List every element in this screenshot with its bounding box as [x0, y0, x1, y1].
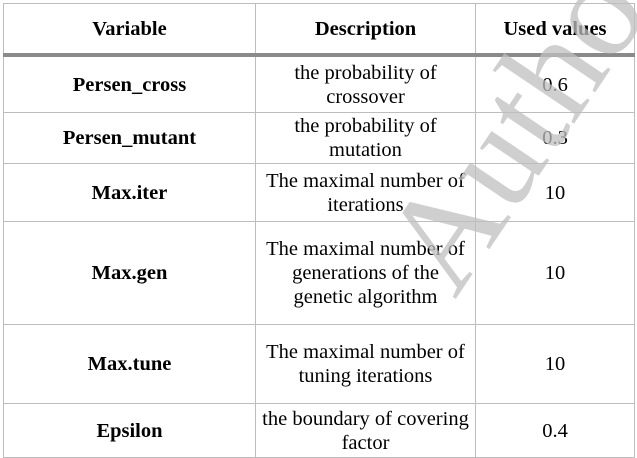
description-cell: the probability of mutation — [255, 112, 476, 164]
value-cell: 10 — [475, 221, 635, 325]
variable-cell: Max.gen — [3, 221, 256, 325]
table-row: Max.iter The maximal number of iteration… — [3, 163, 635, 222]
variable-cell: Persen_mutant — [3, 112, 256, 164]
value-cell: 0.3 — [475, 112, 635, 164]
description-cell: the probability of crossover — [255, 54, 476, 113]
description-cell: The maximal number of iterations — [255, 163, 476, 222]
header-variable: Variable — [3, 3, 256, 57]
value-cell: 0.6 — [475, 54, 635, 113]
table-row: Persen_mutant the probability of mutatio… — [3, 112, 635, 164]
parameters-table: Variable Description Used values Persen_… — [3, 3, 635, 458]
table-row: Max.gen The maximal number of generation… — [3, 221, 635, 325]
header-row: Variable Description Used values — [3, 3, 635, 57]
description-cell: the boundary of covering factor — [255, 403, 476, 458]
value-cell: 10 — [475, 324, 635, 404]
variable-cell: Epsilon — [3, 403, 256, 458]
table-row: Max.tune The maximal number of tuning it… — [3, 324, 635, 404]
variable-cell: Persen_cross — [3, 54, 256, 113]
variable-cell: Max.tune — [3, 324, 256, 404]
header-description: Description — [255, 3, 476, 57]
variable-cell: Max.iter — [3, 163, 256, 222]
value-cell: 10 — [475, 163, 635, 222]
table-row: Persen_cross the probability of crossove… — [3, 54, 635, 113]
table-row: Epsilon the boundary of covering factor … — [3, 403, 635, 458]
value-cell: 0.4 — [475, 403, 635, 458]
header-used-values: Used values — [475, 3, 635, 57]
description-cell: The maximal number of tuning iterations — [255, 324, 476, 404]
description-cell: The maximal number of generations of the… — [255, 221, 476, 325]
